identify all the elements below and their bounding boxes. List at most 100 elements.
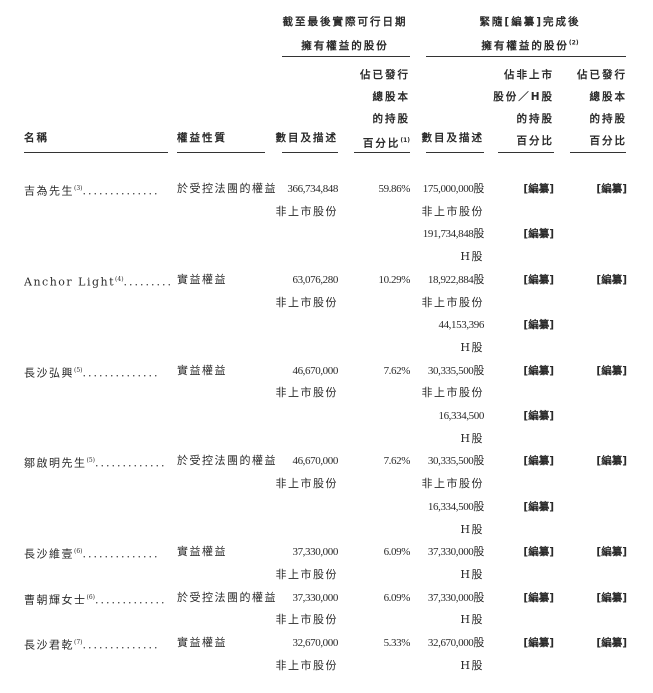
post-number: 37,330,000股 bbox=[427, 546, 485, 559]
current-description: 非上市股份 bbox=[275, 567, 338, 581]
post-description: H股 bbox=[460, 658, 484, 672]
table-row: 非上市股份 非上市股份 bbox=[0, 382, 653, 405]
current-percentage: 59.86% bbox=[378, 183, 410, 195]
post-class-percentage: [編纂] bbox=[523, 455, 554, 468]
post-class-percentage: [編纂] bbox=[523, 183, 554, 195]
post-description: H股 bbox=[460, 340, 484, 354]
current-description: 非上市股份 bbox=[275, 658, 338, 672]
col-post-class-pct: 佔非上市 股份／H股 的持股 百分比 bbox=[493, 69, 554, 147]
group-post-line2: 擁有權益的股份(2) bbox=[481, 39, 579, 53]
post-total-percentage: [編纂] bbox=[596, 637, 627, 649]
post-class-percentage: [編纂] bbox=[523, 637, 554, 649]
post-number: 30,335,500股 bbox=[427, 364, 485, 377]
current-percentage: 7.62% bbox=[383, 364, 411, 377]
table-row: 191,734,848股 [編纂] bbox=[0, 223, 653, 246]
post-description: 非上市股份 bbox=[421, 204, 484, 218]
current-percentage: 6.09% bbox=[383, 591, 411, 604]
post-total-percentage: [編纂] bbox=[596, 183, 627, 195]
table-row: 鄒啟明先生(5)............. 於受控法團的權益 46,670,000 7… bbox=[0, 450, 653, 473]
post-number: 30,335,500股 bbox=[427, 455, 485, 468]
post-class-percentage: [編纂] bbox=[523, 228, 554, 241]
col-nature: 權益性質 bbox=[177, 132, 227, 144]
post-total-percentage: [編纂] bbox=[596, 364, 627, 377]
current-number: 37,330,000 bbox=[292, 591, 338, 604]
interest-nature: 實益權益 bbox=[177, 272, 227, 286]
post-number: 37,330,000股 bbox=[427, 591, 485, 604]
interest-nature: 於受控法團的權益 bbox=[177, 182, 277, 195]
post-description: H股 bbox=[460, 613, 484, 627]
col-cur-number: 數目及描述 bbox=[275, 132, 338, 144]
post-number: 175,000,000股 bbox=[422, 183, 485, 195]
table-row: 非上市股份 非上市股份 bbox=[0, 292, 653, 315]
col-post-total-pct: 佔已發行 總股本 的持股 百分比 bbox=[577, 69, 627, 147]
interest-nature: 於受控法團的權益 bbox=[177, 454, 277, 468]
post-total-percentage: [編纂] bbox=[596, 591, 627, 604]
current-percentage: 5.33% bbox=[383, 637, 411, 649]
col-name: 名稱 bbox=[24, 132, 49, 144]
post-description: H股 bbox=[460, 431, 484, 445]
table-row: H股 bbox=[0, 246, 653, 269]
table-row: H股 bbox=[0, 428, 653, 451]
current-number: 37,330,000 bbox=[292, 546, 338, 559]
table-row: H股 bbox=[0, 337, 653, 360]
divider bbox=[24, 152, 168, 153]
divider bbox=[354, 152, 410, 153]
current-description: 非上市股份 bbox=[275, 204, 338, 218]
post-description: H股 bbox=[460, 567, 484, 581]
shareholder-name: 鄒啟明先生(5)............. bbox=[24, 457, 167, 471]
shareholder-name: 吉為先生(3).............. bbox=[24, 184, 160, 198]
shareholder-name: 長沙弘興(5).............. bbox=[24, 366, 160, 380]
current-percentage: 6.09% bbox=[383, 546, 411, 559]
current-percentage: 7.62% bbox=[383, 455, 411, 468]
table-row: 非上市股份 非上市股份 bbox=[0, 473, 653, 496]
post-number: 16,334,500 bbox=[438, 410, 484, 422]
table-row: 非上市股份 H股 bbox=[0, 564, 653, 587]
table-row: 吉為先生(3).............. 於受控法團的權益 366,734,848… bbox=[0, 178, 653, 201]
post-class-percentage: [編纂] bbox=[523, 591, 554, 604]
interest-nature: 實益權益 bbox=[177, 545, 227, 559]
col-post-number: 數目及描述 bbox=[421, 132, 484, 144]
col-cur-pct: 佔已發行 總股本 的持股 百分比(1) bbox=[360, 69, 410, 150]
current-description: 非上市股份 bbox=[275, 613, 338, 627]
post-number: 191,734,848股 bbox=[422, 228, 485, 241]
post-number: 18,922,884股 bbox=[427, 273, 485, 286]
post-number: 16,334,500股 bbox=[427, 500, 485, 513]
table-row: 44,153,396 [編纂] bbox=[0, 314, 653, 337]
divider bbox=[282, 56, 410, 57]
post-description: 非上市股份 bbox=[421, 477, 484, 491]
interest-nature: 實益權益 bbox=[177, 636, 227, 649]
current-number: 46,670,000 bbox=[292, 455, 338, 468]
table-row: 非上市股份 H股 bbox=[0, 609, 653, 632]
post-class-percentage: [編纂] bbox=[523, 546, 554, 559]
current-number: 366,734,848 bbox=[287, 183, 338, 195]
post-class-percentage: [編纂] bbox=[523, 500, 554, 513]
post-number: 44,153,396 bbox=[438, 319, 484, 332]
group-current-line1: 截至最後實際可行日期 bbox=[282, 16, 408, 28]
current-number: 32,670,000 bbox=[292, 637, 338, 649]
interest-nature: 於受控法團的權益 bbox=[177, 590, 277, 604]
post-description: H股 bbox=[460, 522, 484, 536]
post-class-percentage: [編纂] bbox=[523, 273, 554, 286]
post-description: 非上市股份 bbox=[421, 295, 484, 309]
table-row: 非上市股份 H股 bbox=[0, 655, 653, 678]
current-description: 非上市股份 bbox=[275, 477, 338, 491]
group-current-line2: 擁有權益的股份 bbox=[301, 40, 389, 52]
table-row: 非上市股份 非上市股份 bbox=[0, 201, 653, 224]
post-total-percentage: [編纂] bbox=[596, 455, 627, 468]
shareholder-name: 長沙維壹(6).............. bbox=[24, 547, 160, 561]
post-total-percentage: [編纂] bbox=[596, 273, 627, 286]
current-number: 46,670,000 bbox=[292, 364, 338, 377]
table-row: H股 bbox=[0, 519, 653, 542]
post-number: 32,670,000股 bbox=[427, 637, 485, 649]
current-description: 非上市股份 bbox=[275, 295, 338, 309]
post-description: 非上市股份 bbox=[421, 386, 484, 400]
current-percentage: 10.29% bbox=[378, 273, 410, 286]
divider bbox=[177, 152, 265, 153]
post-class-percentage: [編纂] bbox=[523, 410, 554, 422]
table-row: 長沙君乾(7).............. 實益權益 32,670,000 5.33%… bbox=[0, 632, 653, 655]
table-row: 長沙維壹(6).............. 實益權益 37,330,000 6.09%… bbox=[0, 541, 653, 564]
table-row: 曹朝輝女士(6)............. 於受控法團的權益 37,330,000 6… bbox=[0, 587, 653, 610]
shareholder-name: 曹朝輝女士(6)............. bbox=[24, 593, 167, 607]
divider bbox=[498, 152, 554, 153]
